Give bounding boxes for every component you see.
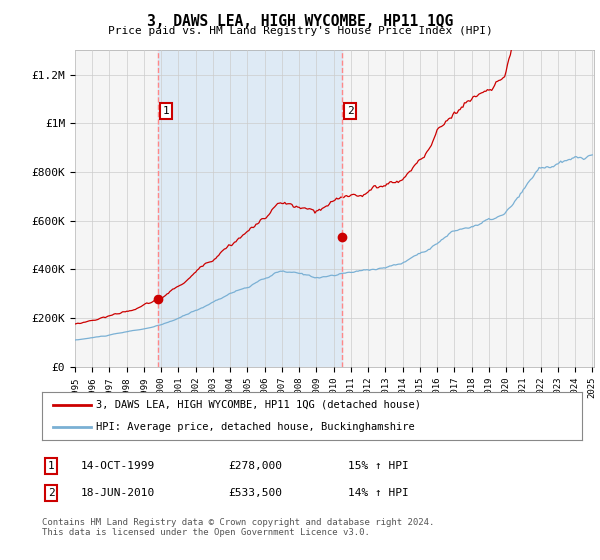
Bar xyxy=(158,50,341,367)
Text: 2: 2 xyxy=(347,106,353,116)
Text: 18-JUN-2010: 18-JUN-2010 xyxy=(81,488,155,498)
Text: 3, DAWS LEA, HIGH WYCOMBE, HP11 1QG (detached house): 3, DAWS LEA, HIGH WYCOMBE, HP11 1QG (det… xyxy=(96,400,421,410)
Text: HPI: Average price, detached house, Buckinghamshire: HPI: Average price, detached house, Buck… xyxy=(96,422,415,432)
Text: 1: 1 xyxy=(163,106,170,116)
Text: 14% ↑ HPI: 14% ↑ HPI xyxy=(348,488,409,498)
Text: 1: 1 xyxy=(47,461,55,471)
Text: 15% ↑ HPI: 15% ↑ HPI xyxy=(348,461,409,471)
Text: £278,000: £278,000 xyxy=(228,461,282,471)
Text: Contains HM Land Registry data © Crown copyright and database right 2024.
This d: Contains HM Land Registry data © Crown c… xyxy=(42,518,434,538)
Text: £533,500: £533,500 xyxy=(228,488,282,498)
Text: 2: 2 xyxy=(47,488,55,498)
Text: 14-OCT-1999: 14-OCT-1999 xyxy=(81,461,155,471)
Text: 3, DAWS LEA, HIGH WYCOMBE, HP11 1QG: 3, DAWS LEA, HIGH WYCOMBE, HP11 1QG xyxy=(147,14,453,29)
Text: Price paid vs. HM Land Registry's House Price Index (HPI): Price paid vs. HM Land Registry's House … xyxy=(107,26,493,36)
